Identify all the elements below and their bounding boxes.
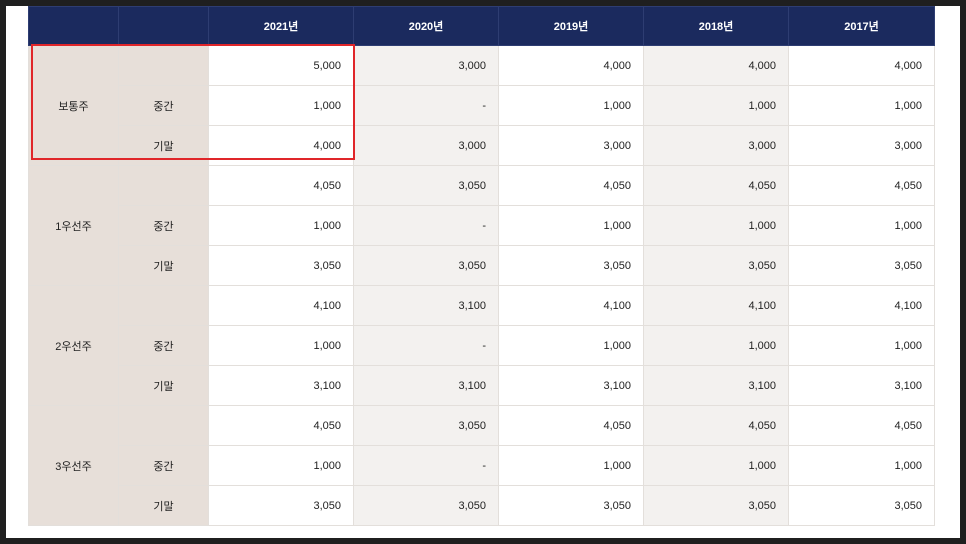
value-cell: 3,050 xyxy=(353,405,499,446)
period-label: 기말 xyxy=(118,125,209,166)
value-cell: 3,100 xyxy=(643,365,789,406)
value-cell: 4,100 xyxy=(498,285,644,326)
value-cell: 4,100 xyxy=(208,285,354,326)
year-header: 2020년 xyxy=(353,6,499,46)
value-cell: 3,000 xyxy=(498,125,644,166)
value-cell: 1,000 xyxy=(498,325,644,366)
value-cell: 1,000 xyxy=(788,445,935,486)
period-label: 중간 xyxy=(118,205,209,246)
value-cell: 4,000 xyxy=(208,125,354,166)
table-row: 중간 1,000 - 1,000 1,000 1,000 xyxy=(29,445,935,486)
value-cell: 3,000 xyxy=(643,125,789,166)
value-cell: 4,050 xyxy=(788,405,935,446)
value-cell: 1,000 xyxy=(208,325,354,366)
value-cell: 4,050 xyxy=(643,165,789,206)
value-cell: - xyxy=(353,325,499,366)
value-cell: 3,000 xyxy=(353,45,499,86)
value-cell: 4,050 xyxy=(643,405,789,446)
share-class-label: 3우선주 xyxy=(28,405,119,526)
value-cell: 5,000 xyxy=(208,45,354,86)
value-cell: 3,050 xyxy=(643,485,789,526)
value-cell: 1,000 xyxy=(208,85,354,126)
table-row: 기말 4,000 3,000 3,000 3,000 3,000 xyxy=(29,125,935,166)
value-cell: 1,000 xyxy=(498,205,644,246)
value-cell: 3,050 xyxy=(208,245,354,286)
value-cell: 3,000 xyxy=(788,125,935,166)
value-cell: 4,050 xyxy=(208,405,354,446)
value-cell: 3,100 xyxy=(498,365,644,406)
period-label: 기말 xyxy=(118,245,209,286)
share-class-label: 1우선주 xyxy=(28,165,119,286)
period-label xyxy=(118,165,209,206)
value-cell: 4,050 xyxy=(498,405,644,446)
value-cell: 3,000 xyxy=(353,125,499,166)
value-cell: 3,050 xyxy=(788,245,935,286)
value-cell: 1,000 xyxy=(498,85,644,126)
value-cell: 4,050 xyxy=(208,165,354,206)
year-header: 2017년 xyxy=(788,6,935,46)
value-cell: 3,050 xyxy=(643,245,789,286)
table-row: 기말 3,100 3,100 3,100 3,100 3,100 xyxy=(29,365,935,406)
table-row: 중간 1,000 - 1,000 1,000 1,000 xyxy=(29,205,935,246)
value-cell: 3,100 xyxy=(788,365,935,406)
value-cell: 3,100 xyxy=(353,365,499,406)
value-cell: 1,000 xyxy=(643,325,789,366)
value-cell: 3,050 xyxy=(498,485,644,526)
value-cell: 4,000 xyxy=(643,45,789,86)
period-label: 기말 xyxy=(118,365,209,406)
period-label: 중간 xyxy=(118,445,209,486)
value-cell: 1,000 xyxy=(643,445,789,486)
table-row: 1우선주 4,050 3,050 4,050 4,050 4,050 xyxy=(28,165,935,286)
value-cell: 3,050 xyxy=(498,245,644,286)
value-cell: 1,000 xyxy=(208,205,354,246)
value-cell: 1,000 xyxy=(788,85,935,126)
table-row: 중간 1,000 - 1,000 1,000 1,000 xyxy=(29,85,935,126)
value-cell: 1,000 xyxy=(788,205,935,246)
value-cell: 4,050 xyxy=(788,165,935,206)
value-cell: 1,000 xyxy=(788,325,935,366)
year-header: 2021년 xyxy=(208,6,354,46)
share-class-label: 2우선주 xyxy=(28,285,119,406)
value-cell: 1,000 xyxy=(643,85,789,126)
value-cell: - xyxy=(353,85,499,126)
value-cell: 4,050 xyxy=(498,165,644,206)
period-label: 중간 xyxy=(118,325,209,366)
header-blank xyxy=(118,6,209,46)
value-cell: 4,100 xyxy=(788,285,935,326)
period-label xyxy=(118,45,209,86)
dividend-table: 2021년 2020년 2019년 2018년 2017년 보통주 5,000 … xyxy=(28,6,935,526)
value-cell: - xyxy=(353,205,499,246)
table-row: 보통주 5,000 3,000 4,000 4,000 4,000 xyxy=(28,45,935,166)
value-cell: 3,050 xyxy=(788,485,935,526)
year-header: 2019년 xyxy=(498,6,644,46)
value-cell: 3,100 xyxy=(353,285,499,326)
value-cell: 1,000 xyxy=(498,445,644,486)
table-row: 기말 3,050 3,050 3,050 3,050 3,050 xyxy=(29,245,935,286)
value-cell: 3,050 xyxy=(208,485,354,526)
value-cell: 3,050 xyxy=(353,245,499,286)
period-label: 기말 xyxy=(118,485,209,526)
table-frame: 2021년 2020년 2019년 2018년 2017년 보통주 5,000 … xyxy=(6,6,960,538)
header-blank xyxy=(28,6,119,46)
value-cell: 3,100 xyxy=(208,365,354,406)
year-header: 2018년 xyxy=(643,6,789,46)
table-row: 기말 3,050 3,050 3,050 3,050 3,050 xyxy=(29,485,935,526)
table-row: 3우선주 4,050 3,050 4,050 4,050 4,050 xyxy=(28,405,935,526)
value-cell: 3,050 xyxy=(353,485,499,526)
header-row: 2021년 2020년 2019년 2018년 2017년 xyxy=(28,6,935,46)
value-cell: 4,100 xyxy=(643,285,789,326)
value-cell: 1,000 xyxy=(643,205,789,246)
period-label xyxy=(118,405,209,446)
period-label xyxy=(118,285,209,326)
period-label: 중간 xyxy=(118,85,209,126)
value-cell: 3,050 xyxy=(353,165,499,206)
table-row: 2우선주 4,100 3,100 4,100 4,100 4,100 xyxy=(28,285,935,406)
value-cell: 4,000 xyxy=(498,45,644,86)
value-cell: 4,000 xyxy=(788,45,935,86)
share-class-label: 보통주 xyxy=(28,45,119,166)
value-cell: - xyxy=(353,445,499,486)
value-cell: 1,000 xyxy=(208,445,354,486)
table-row: 중간 1,000 - 1,000 1,000 1,000 xyxy=(29,325,935,366)
